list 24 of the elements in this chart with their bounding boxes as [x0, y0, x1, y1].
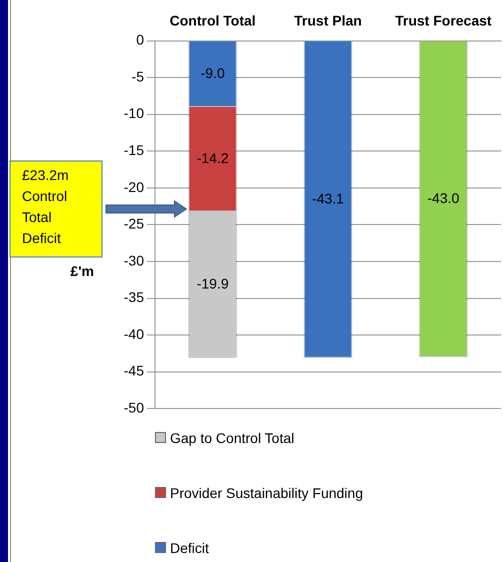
y-axis-title: £'m — [70, 262, 94, 279]
legend-label: Deficit — [170, 540, 209, 556]
y-tick-label: -20 — [124, 178, 144, 195]
y-tick-label: -15 — [124, 142, 144, 158]
data-label: -14.2 — [196, 150, 229, 166]
text: £23.2m Control Total Deficit — [22, 166, 69, 246]
data-label: -9.0 — [200, 65, 225, 82]
x-tick-label: Control Total — [170, 12, 256, 28]
y-tick-label: -40 — [124, 326, 144, 342]
y-tick-label: -35 — [124, 289, 144, 306]
data-label: -43.1 — [312, 190, 344, 206]
data-label: -19.9 — [196, 276, 229, 292]
x-tick-label: Trust Plan — [294, 12, 362, 28]
y-tick-label: -5 — [132, 68, 144, 84]
y-tick-label: 0 — [136, 32, 144, 48]
y-tick-label: -45 — [124, 362, 144, 379]
data-label: -43.0 — [427, 190, 460, 206]
legend-label: Gap to Control Total — [170, 430, 294, 446]
y-tick-label: -50 — [124, 399, 144, 416]
y-tick-label: -10 — [124, 105, 144, 122]
y-tick-label: -30 — [124, 252, 144, 268]
y-tick-label: -25 — [124, 216, 144, 232]
legend-label: Provider Sustainability Funding — [170, 484, 363, 500]
x-tick-label: Trust Forecast — [395, 12, 492, 28]
